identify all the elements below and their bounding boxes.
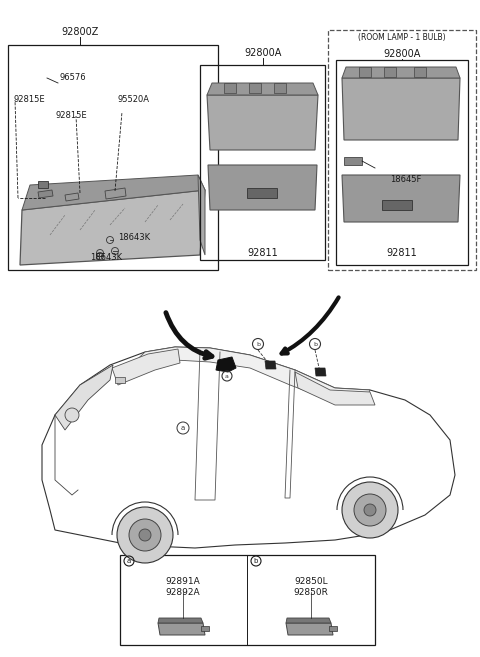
Circle shape xyxy=(129,519,161,551)
Bar xyxy=(249,83,261,93)
Polygon shape xyxy=(112,349,180,385)
FancyArrowPatch shape xyxy=(166,313,212,358)
Polygon shape xyxy=(208,165,317,210)
Bar xyxy=(120,555,375,645)
Bar xyxy=(382,200,412,210)
Bar xyxy=(38,181,48,188)
Polygon shape xyxy=(158,618,203,623)
Text: 18643K: 18643K xyxy=(118,233,150,242)
Polygon shape xyxy=(65,193,79,201)
Text: 92815E: 92815E xyxy=(13,95,45,104)
Text: 18643K: 18643K xyxy=(90,254,122,263)
Polygon shape xyxy=(216,357,236,372)
Circle shape xyxy=(342,482,398,538)
Polygon shape xyxy=(158,623,205,635)
Bar xyxy=(247,188,277,198)
Polygon shape xyxy=(22,175,205,210)
Bar xyxy=(414,67,426,77)
Text: 92850R: 92850R xyxy=(294,588,328,597)
FancyArrowPatch shape xyxy=(282,298,338,353)
Polygon shape xyxy=(286,618,331,623)
Polygon shape xyxy=(207,83,318,95)
Text: (ROOM LAMP - 1 BULB): (ROOM LAMP - 1 BULB) xyxy=(358,33,446,42)
Polygon shape xyxy=(342,175,460,222)
Text: a: a xyxy=(127,558,131,564)
Text: 92800A: 92800A xyxy=(244,48,282,58)
Text: b: b xyxy=(254,558,258,564)
Polygon shape xyxy=(20,190,205,265)
Text: 92850L: 92850L xyxy=(294,577,328,586)
Bar xyxy=(336,60,468,265)
Text: 92811: 92811 xyxy=(386,248,418,258)
Bar xyxy=(201,626,209,631)
Text: 92800Z: 92800Z xyxy=(61,27,99,37)
Circle shape xyxy=(65,408,79,422)
Text: a: a xyxy=(181,425,185,431)
Text: a: a xyxy=(225,373,229,378)
Polygon shape xyxy=(315,368,326,376)
Text: 92815E: 92815E xyxy=(55,112,86,120)
Bar xyxy=(329,626,337,631)
Circle shape xyxy=(139,529,151,541)
Text: 92891A: 92891A xyxy=(166,577,200,586)
Polygon shape xyxy=(342,67,460,78)
Polygon shape xyxy=(342,78,460,140)
Polygon shape xyxy=(207,95,318,150)
Polygon shape xyxy=(55,365,113,430)
Bar xyxy=(344,157,362,165)
Bar xyxy=(224,83,236,93)
Text: 92811: 92811 xyxy=(248,248,278,258)
Text: 18645F: 18645F xyxy=(390,175,421,185)
Circle shape xyxy=(364,504,376,516)
Text: 92892A: 92892A xyxy=(166,588,200,597)
Bar xyxy=(8,45,218,270)
Polygon shape xyxy=(38,190,53,198)
Bar xyxy=(384,67,396,77)
Polygon shape xyxy=(265,361,276,369)
Circle shape xyxy=(117,507,173,563)
Bar xyxy=(200,65,325,260)
Polygon shape xyxy=(295,372,375,405)
Bar xyxy=(359,67,371,77)
Bar xyxy=(274,83,286,93)
Text: 95520A: 95520A xyxy=(118,95,150,104)
Circle shape xyxy=(354,494,386,526)
Polygon shape xyxy=(198,175,205,255)
Bar xyxy=(328,30,476,270)
Polygon shape xyxy=(286,623,333,635)
Polygon shape xyxy=(118,347,370,402)
Text: 96576: 96576 xyxy=(60,74,86,83)
Polygon shape xyxy=(105,188,126,199)
Text: 92800A: 92800A xyxy=(384,49,420,59)
Text: b: b xyxy=(313,342,317,346)
Bar xyxy=(115,377,125,383)
Text: b: b xyxy=(256,342,260,346)
